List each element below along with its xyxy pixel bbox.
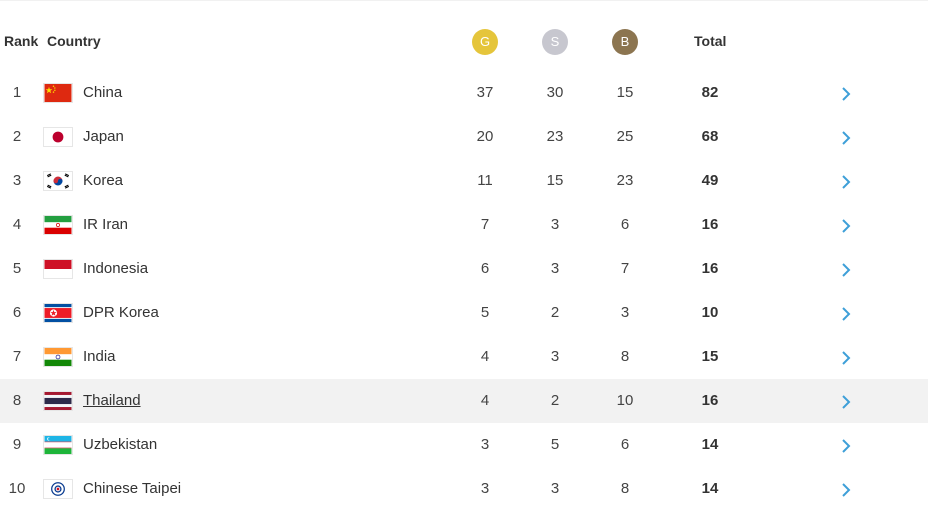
total-count: 49 — [701, 172, 719, 189]
gold-count: 11 — [477, 172, 493, 189]
chinese-taipei-flag-icon — [43, 479, 73, 499]
rank-cell: 2 — [12, 128, 22, 145]
rank-cell: 4 — [12, 216, 22, 233]
total-count: 10 — [701, 304, 719, 321]
silver-count: 15 — [546, 172, 564, 189]
bronze-count: 10 — [616, 392, 634, 409]
gold-count: 5 — [480, 304, 490, 321]
bronze-count: 8 — [620, 480, 630, 497]
country-name[interactable]: India — [83, 348, 116, 365]
table-header: Rank Country G S B Total — [0, 20, 928, 64]
gold-count: 20 — [476, 128, 494, 145]
rank-cell: 8 — [12, 392, 22, 409]
table-row[interactable]: 2 Japan 20 23 25 68 — [0, 115, 928, 159]
country-name[interactable]: Chinese Taipei — [83, 480, 182, 497]
china-flag-icon — [43, 83, 73, 103]
chevron-right-icon[interactable] — [838, 303, 854, 323]
table-row[interactable]: 6 DPR Korea 5 2 3 10 — [0, 291, 928, 335]
table-row[interactable]: 8 Thailand 4 2 10 16 — [0, 379, 928, 423]
bronze-medal-icon: B — [612, 29, 638, 55]
total-count: 15 — [701, 348, 719, 365]
total-count: 16 — [701, 260, 719, 277]
country-name[interactable]: Japan — [83, 128, 124, 145]
chevron-right-icon[interactable] — [838, 391, 854, 411]
chevron-right-icon[interactable] — [838, 215, 854, 235]
bronze-count: 6 — [620, 216, 630, 233]
gold-count: 7 — [480, 216, 490, 233]
country-name[interactable]: China — [83, 84, 123, 101]
silver-count: 3 — [550, 348, 560, 365]
rank-cell: 5 — [12, 260, 22, 277]
gold-count: 6 — [480, 260, 490, 277]
total-column-header: Total — [694, 33, 727, 49]
rank-cell: 10 — [8, 480, 26, 497]
bronze-count: 23 — [616, 172, 634, 189]
total-count: 68 — [701, 128, 719, 145]
table-row[interactable]: 4 IR Iran 7 3 6 16 — [0, 203, 928, 247]
silver-count: 3 — [550, 216, 560, 233]
country-name[interactable]: Korea — [83, 172, 124, 189]
chevron-right-icon[interactable] — [838, 435, 854, 455]
silver-count: 3 — [550, 480, 560, 497]
table-row[interactable]: 9 Uzbekistan 3 5 6 14 — [0, 423, 928, 467]
rank-cell: 3 — [12, 172, 22, 189]
gold-medal-icon: G — [472, 29, 498, 55]
country-column-header: Country — [47, 33, 101, 49]
bronze-count: 7 — [620, 260, 630, 277]
table-row[interactable]: 10 Chinese Taipei 3 3 8 14 — [0, 467, 928, 511]
chevron-right-icon[interactable] — [838, 259, 854, 279]
rank-column-header: Rank — [4, 33, 39, 49]
gold-count: 37 — [476, 84, 494, 101]
country-name[interactable]: Indonesia — [83, 260, 149, 277]
country-name[interactable]: Thailand — [83, 392, 141, 409]
total-count: 14 — [701, 436, 719, 453]
iran-flag-icon — [43, 215, 73, 235]
bronze-count: 15 — [616, 84, 634, 101]
korea-flag-icon — [43, 171, 73, 191]
gold-count: 3 — [480, 480, 490, 497]
gold-count: 4 — [480, 392, 490, 409]
rank-cell: 9 — [12, 436, 22, 453]
gold-count: 3 — [480, 436, 490, 453]
rank-cell: 6 — [12, 304, 22, 321]
japan-flag-icon — [43, 127, 73, 147]
table-row[interactable]: 7 India 4 3 8 15 — [0, 335, 928, 379]
top-divider — [0, 0, 928, 1]
dpr-korea-flag-icon — [43, 303, 73, 323]
chevron-right-icon[interactable] — [838, 479, 854, 499]
uzbekistan-flag-icon — [43, 435, 73, 455]
chevron-right-icon[interactable] — [838, 171, 854, 191]
india-flag-icon — [43, 347, 73, 367]
gold-count: 4 — [480, 348, 490, 365]
bronze-count: 6 — [620, 436, 630, 453]
chevron-right-icon[interactable] — [838, 83, 854, 103]
silver-count: 5 — [550, 436, 560, 453]
silver-count: 30 — [546, 84, 564, 101]
silver-count: 23 — [546, 128, 564, 145]
bronze-count: 25 — [616, 128, 634, 145]
bronze-count: 3 — [620, 304, 630, 321]
thailand-flag-icon — [43, 391, 73, 411]
total-count: 82 — [701, 84, 719, 101]
country-name[interactable]: IR Iran — [83, 216, 129, 233]
rank-cell: 1 — [12, 84, 22, 101]
country-name[interactable]: Uzbekistan — [83, 436, 158, 453]
indonesia-flag-icon — [43, 259, 73, 279]
table-row[interactable]: 1 China 37 30 15 82 — [0, 71, 928, 115]
bronze-count: 8 — [620, 348, 630, 365]
chevron-right-icon[interactable] — [838, 347, 854, 367]
silver-medal-icon: S — [542, 29, 568, 55]
table-row[interactable]: 3 Korea 11 15 23 49 — [0, 159, 928, 203]
country-name[interactable]: DPR Korea — [83, 304, 159, 321]
silver-count: 2 — [550, 392, 560, 409]
chevron-right-icon[interactable] — [838, 127, 854, 147]
total-count: 14 — [701, 480, 719, 497]
total-count: 16 — [701, 216, 719, 233]
silver-count: 2 — [550, 304, 560, 321]
silver-count: 3 — [550, 260, 560, 277]
total-count: 16 — [701, 392, 719, 409]
table-row[interactable]: 5 Indonesia 6 3 7 16 — [0, 247, 928, 291]
rank-cell: 7 — [12, 348, 22, 365]
